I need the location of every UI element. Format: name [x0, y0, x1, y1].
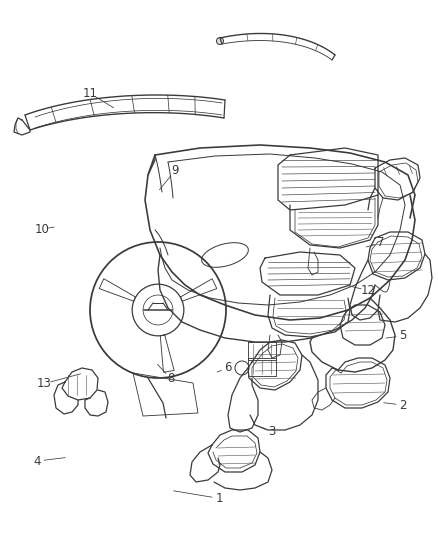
Text: 3: 3 — [268, 425, 275, 438]
Text: 6: 6 — [224, 361, 232, 374]
Text: 13: 13 — [36, 377, 51, 390]
Text: 7: 7 — [377, 236, 385, 249]
Text: 4: 4 — [33, 455, 41, 467]
Text: 5: 5 — [399, 329, 406, 342]
Text: 11: 11 — [82, 87, 97, 100]
Text: 2: 2 — [399, 399, 407, 411]
Text: 8: 8 — [167, 372, 174, 385]
Text: 12: 12 — [360, 284, 375, 297]
Text: 1: 1 — [215, 492, 223, 505]
Text: 9: 9 — [171, 164, 179, 177]
Text: 10: 10 — [34, 223, 49, 236]
Circle shape — [216, 37, 223, 44]
